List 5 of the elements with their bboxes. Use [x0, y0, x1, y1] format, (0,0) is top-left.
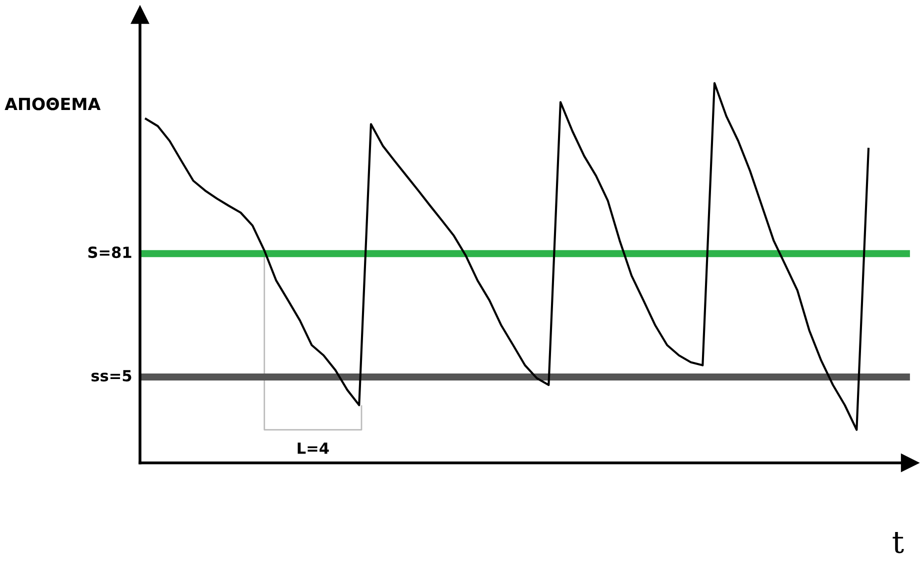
- text: ss=5: [91, 370, 132, 382]
- annotation: L=4: [298, 442, 329, 454]
- text: S=81: [88, 246, 132, 258]
- x-axis-title: t: [892, 532, 904, 554]
- y-axis-title: ΑΠΟΘΕΜΑ: [4, 98, 101, 110]
